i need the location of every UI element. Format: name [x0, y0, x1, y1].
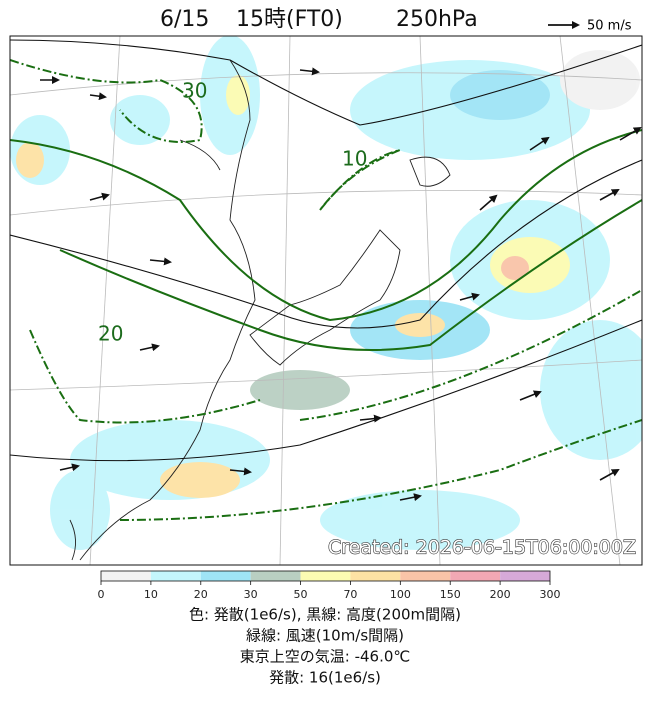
footer-line: 緑線: 風速(10m/s間隔) [246, 627, 404, 645]
watermark: Created: 2026-06-15T06:00:00Z [328, 537, 636, 559]
colorbar-tick-label: 200 [490, 588, 511, 601]
colorbar-tick-label: 20 [194, 588, 208, 601]
contour-label: 20 [98, 322, 123, 346]
colorbar-segment [150, 571, 201, 581]
colorbar-tick-label: 150 [440, 588, 461, 601]
map-frame [9, 35, 643, 566]
scale-label: 50 m/s [587, 19, 632, 34]
title-date: 6/15 [160, 7, 209, 32]
colorbar-segment [250, 571, 301, 581]
title-level: 250hPa [396, 7, 478, 32]
colorbar-segment [101, 571, 151, 581]
colorbar: 0 10 20 30 50 70 100 150 200 300 [98, 570, 561, 601]
colorbar-segment [300, 571, 351, 581]
colorbar-tick-label: 30 [244, 588, 258, 601]
footer-line: 東京上空の気温: -46.0℃ [240, 648, 410, 666]
wind-speed-contours [10, 59, 642, 521]
colorbar-segment [200, 571, 251, 581]
colorbar-tick-label: 0 [98, 588, 105, 601]
colorbar-segment [400, 571, 451, 581]
colorbar-tick-label: 100 [390, 588, 411, 601]
colorbar-tick-label: 10 [144, 588, 158, 601]
colorbar-frame [100, 570, 551, 582]
colorbar-tick-label: 300 [540, 588, 561, 601]
colorbar-tick-label: 70 [343, 588, 357, 601]
footer-line: 発散: 16(1e6/s) [269, 669, 381, 687]
divergence-shading [10, 36, 642, 550]
footer-line: 色: 発散(1e6/s), 黒線: 高度(200m間隔) [189, 606, 461, 624]
colorbar-segment [350, 571, 401, 581]
colorbar-segment [500, 571, 550, 581]
colorbar-tick-label: 50 [294, 588, 308, 601]
contour-label: 10 [342, 147, 367, 171]
coastlines [69, 59, 451, 561]
colorbar-segment [450, 571, 501, 581]
map-area: 30 10 20 Created: 2026-06-15T06:00:00Z [10, 36, 642, 565]
graticule [10, 36, 642, 565]
wind-arrows [40, 67, 642, 502]
contour-label: 30 [182, 79, 207, 103]
title-time: 15時(FT0) [236, 7, 343, 32]
height-contours [10, 39, 642, 462]
